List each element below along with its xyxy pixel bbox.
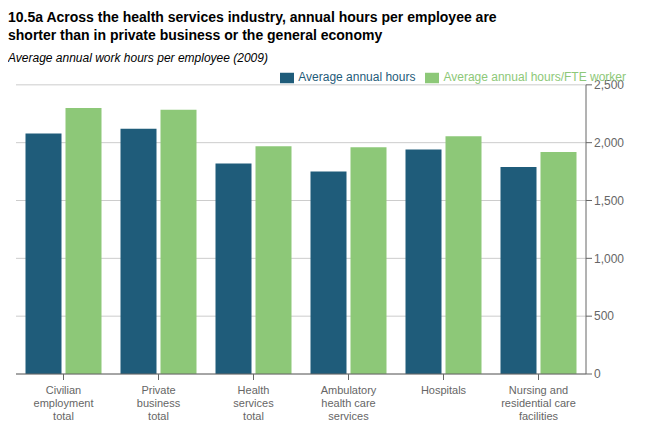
svg-text:0: 0 [594,367,601,381]
svg-text:Civilianemploymenttotal: Civilianemploymenttotal [34,384,94,422]
svg-text:1,500: 1,500 [594,194,624,208]
svg-text:Healthservicestotal: Healthservicestotal [233,384,274,422]
svg-text:2,000: 2,000 [594,136,624,150]
svg-text:500: 500 [594,309,614,323]
svg-text:Privatebusinesstotal: Privatebusinesstotal [137,384,181,422]
svg-text:Ambulatoryhealth careservices: Ambulatoryhealth careservices [321,384,377,422]
svg-text:2,500: 2,500 [594,78,624,92]
svg-text:1,000: 1,000 [594,252,624,266]
svg-text:Nursing andresidential carefac: Nursing andresidential carefacilities [501,384,576,422]
svg-text:Hospitals: Hospitals [421,384,467,396]
